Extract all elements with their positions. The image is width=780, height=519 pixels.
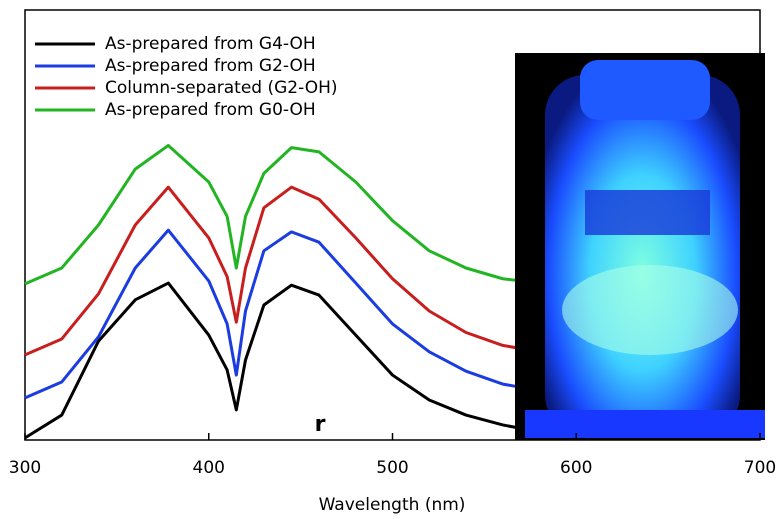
series-line <box>24 228 540 400</box>
legend-label: Column-separated (G2-OH) <box>105 78 338 98</box>
x-tick-label: 600 <box>560 458 592 478</box>
series-line <box>24 185 540 357</box>
x-axis-label: Wavelength (nm) <box>319 495 466 515</box>
legend-label: As-prepared from G2-OH <box>105 56 316 76</box>
photo-inset <box>515 53 765 440</box>
x-tick-label: 500 <box>376 458 408 478</box>
legend-label: As-prepared from G4-OH <box>105 34 316 54</box>
x-tick-label: 400 <box>193 458 225 478</box>
series-line <box>24 281 540 440</box>
annotation: r <box>315 412 326 437</box>
x-tick-label: 700 <box>744 458 776 478</box>
legend-label: As-prepared from G0-OH <box>105 100 316 120</box>
series-line <box>24 143 540 286</box>
x-tick-label: 300 <box>9 458 41 478</box>
